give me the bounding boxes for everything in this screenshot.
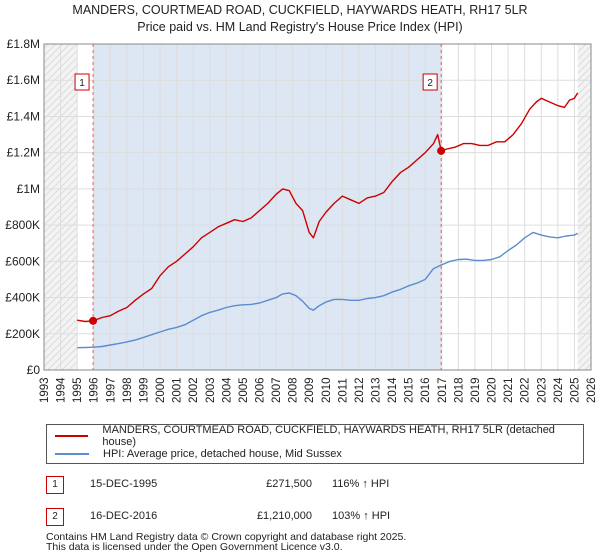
legend-swatch-property bbox=[55, 435, 89, 437]
x-tick-label: 2008 bbox=[288, 377, 300, 403]
x-tick-label: 2002 bbox=[188, 377, 200, 403]
sale-point bbox=[89, 316, 98, 325]
x-tick-label: 2021 bbox=[503, 377, 515, 403]
sale-price: £1,210,000 bbox=[256, 510, 312, 522]
footer-attribution: Contains HM Land Registry data © Crown c… bbox=[46, 531, 407, 553]
x-tick-label: 2001 bbox=[172, 377, 184, 403]
x-tick-label: 2020 bbox=[487, 377, 499, 403]
sale-badge-box bbox=[74, 73, 90, 91]
x-tick-label: 2009 bbox=[304, 377, 316, 403]
x-tick-label: 2000 bbox=[155, 377, 167, 403]
x-tick-label: 2015 bbox=[404, 377, 416, 403]
y-tick-label: £1M bbox=[17, 182, 40, 196]
legend-swatch-hpi bbox=[55, 453, 89, 455]
x-tick-label: 2024 bbox=[553, 377, 565, 403]
x-tick-label: 2014 bbox=[387, 377, 399, 403]
y-tick-label: £1.8M bbox=[7, 37, 40, 51]
sale-badge-label: 2 bbox=[427, 78, 433, 89]
sale-hpi-change: 116% ↑ HPI bbox=[332, 478, 390, 490]
footer-copyright: Contains HM Land Registry data © Crown c… bbox=[46, 531, 407, 543]
x-tick-label: 2026 bbox=[586, 377, 598, 403]
legend-item-property: MANDERS, COURTMEAD ROAD, CUCKFIELD, HAYW… bbox=[55, 424, 583, 448]
x-tick-label: 2011 bbox=[337, 378, 349, 403]
x-tick-label: 2003 bbox=[205, 377, 217, 403]
x-tick-label: 1993 bbox=[39, 377, 51, 403]
x-tick-label: 2010 bbox=[321, 377, 333, 403]
x-tick-label: 2007 bbox=[271, 377, 283, 403]
sale-price: £271,500 bbox=[266, 478, 312, 490]
x-tick-label: 2022 bbox=[520, 377, 532, 403]
y-tick-label: £1.2M bbox=[7, 146, 40, 160]
x-tick-label: 1999 bbox=[138, 377, 150, 403]
x-tick-label: 2019 bbox=[470, 377, 482, 403]
property-price-line bbox=[77, 92, 579, 323]
x-tick-label: 1996 bbox=[89, 377, 101, 403]
x-tick-label: 1995 bbox=[72, 377, 84, 403]
x-tick-label: 1994 bbox=[56, 377, 68, 403]
x-tick-label: 2013 bbox=[371, 377, 383, 403]
sale-date: 16-DEC-2016 bbox=[90, 510, 158, 522]
table-row: 1 15-DEC-1995 £271,500 116% ↑ HPI bbox=[46, 476, 546, 494]
hpi-line bbox=[77, 231, 579, 349]
x-tick-label: 2016 bbox=[420, 377, 432, 403]
y-tick-label: £0 bbox=[27, 363, 41, 377]
table-row: 2 16-DEC-2016 £1,210,000 103% ↑ HPI bbox=[46, 508, 546, 526]
x-tick-label: 2012 bbox=[354, 377, 366, 403]
sale-number-badge: 1 bbox=[46, 476, 64, 494]
plot-area bbox=[43, 43, 592, 371]
sale-point bbox=[437, 146, 446, 155]
sale-badge-box bbox=[422, 73, 438, 91]
x-tick-label: 2025 bbox=[569, 377, 581, 403]
chart-title-address: MANDERS, COURTMEAD ROAD, CUCKFIELD, HAYW… bbox=[72, 3, 528, 17]
x-tick-label: 1998 bbox=[122, 377, 134, 403]
y-tick-label: £1.4M bbox=[7, 109, 40, 123]
ownership-period-shade bbox=[93, 44, 442, 370]
x-tick-label: 2005 bbox=[238, 377, 250, 403]
legend-item-hpi: HPI: Average price, detached house, Mid … bbox=[55, 445, 342, 463]
y-tick-label: £400K bbox=[5, 291, 40, 305]
legend-label-hpi: HPI: Average price, detached house, Mid … bbox=[103, 448, 342, 460]
y-tick-label: £1.6M bbox=[7, 73, 40, 87]
sale-date: 15-DEC-1995 bbox=[90, 478, 158, 490]
x-tick-label: 2006 bbox=[254, 377, 266, 403]
sale-hpi-change: 103% ↑ HPI bbox=[332, 510, 391, 522]
footer-licence: This data is licensed under the Open Gov… bbox=[46, 541, 343, 553]
chart-subtitle: Price paid vs. HM Land Registry's House … bbox=[137, 20, 463, 34]
legend: MANDERS, COURTMEAD ROAD, CUCKFIELD, HAYW… bbox=[46, 424, 584, 464]
x-tick-label: 2004 bbox=[221, 377, 233, 403]
hatched-region bbox=[577, 44, 591, 370]
x-tick-label: 1997 bbox=[105, 377, 117, 403]
price-chart: 1 2 £0 £200K £400K £600K £800K £1M £1.2M £1.4M £1… bbox=[5, 37, 598, 403]
sale-number-badge: 2 bbox=[46, 508, 64, 526]
y-tick-label: £200K bbox=[5, 327, 40, 341]
x-tick-label: 2017 bbox=[437, 377, 449, 403]
legend-label-property: MANDERS, COURTMEAD ROAD, CUCKFIELD, HAYW… bbox=[102, 424, 555, 448]
x-tick-label: 2018 bbox=[453, 377, 465, 403]
y-tick-label: £800K bbox=[5, 218, 40, 232]
sale-badge-label: 1 bbox=[79, 78, 85, 89]
x-tick-label: 2023 bbox=[536, 377, 548, 403]
y-tick-label: £600K bbox=[5, 254, 40, 268]
